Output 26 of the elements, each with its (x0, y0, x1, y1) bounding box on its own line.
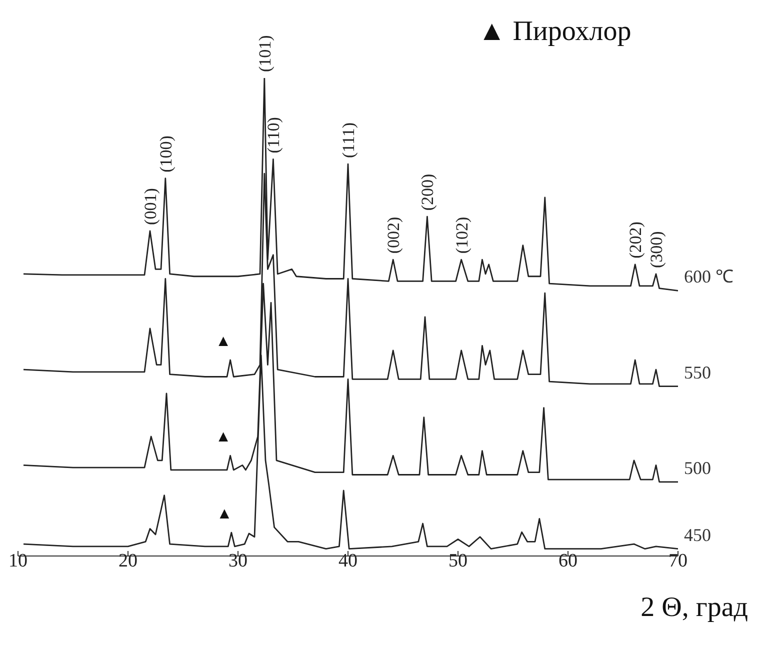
x-tick-label: 30 (228, 550, 248, 572)
x-tick-label: 50 (448, 550, 468, 572)
annotation: (110) (264, 117, 284, 154)
series-label: 600 ℃ (684, 266, 734, 287)
annotation: (100) (156, 136, 176, 172)
annotation: ▲ (215, 333, 232, 350)
x-tick-label: 60 (558, 550, 578, 572)
annotation: (101) (255, 35, 274, 72)
annotation: ▲ (216, 506, 232, 523)
annotation: (300) (647, 231, 666, 268)
annotation: (002) (384, 216, 404, 254)
annotation: (102) (452, 216, 472, 254)
annotation: (202) (626, 222, 646, 258)
annotation: (200) (418, 174, 438, 211)
x-axis-title: 2 Θ, град (640, 592, 748, 624)
x-tick-label: 10 (8, 550, 28, 572)
text: ▲ Пирохлор (478, 16, 632, 48)
series-label: 550 (684, 362, 711, 382)
annotation: (001) (141, 188, 160, 225)
annotation: ▲ (215, 428, 232, 446)
x-tick-label: 40 (338, 550, 358, 572)
series-label: 450 (684, 524, 711, 545)
x-tick-label: 70 (668, 550, 688, 572)
series-label: 500 (684, 458, 711, 478)
x-tick-label: 20 (118, 550, 138, 572)
annotation: (111) (339, 122, 358, 158)
